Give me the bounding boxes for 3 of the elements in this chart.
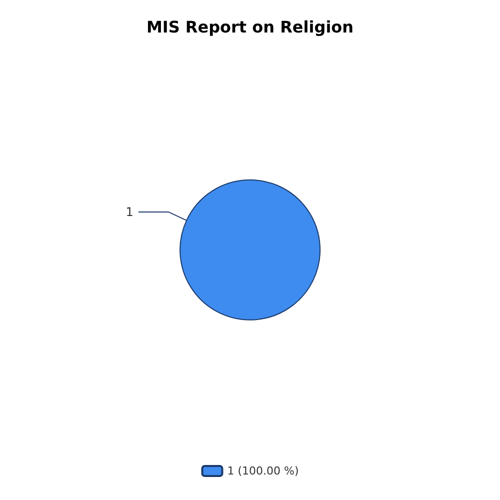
legend-label: 1 (100.00 %) <box>227 464 299 478</box>
chart-title: MIS Report on Religion <box>146 18 354 36</box>
data-label: 1 <box>126 204 134 219</box>
